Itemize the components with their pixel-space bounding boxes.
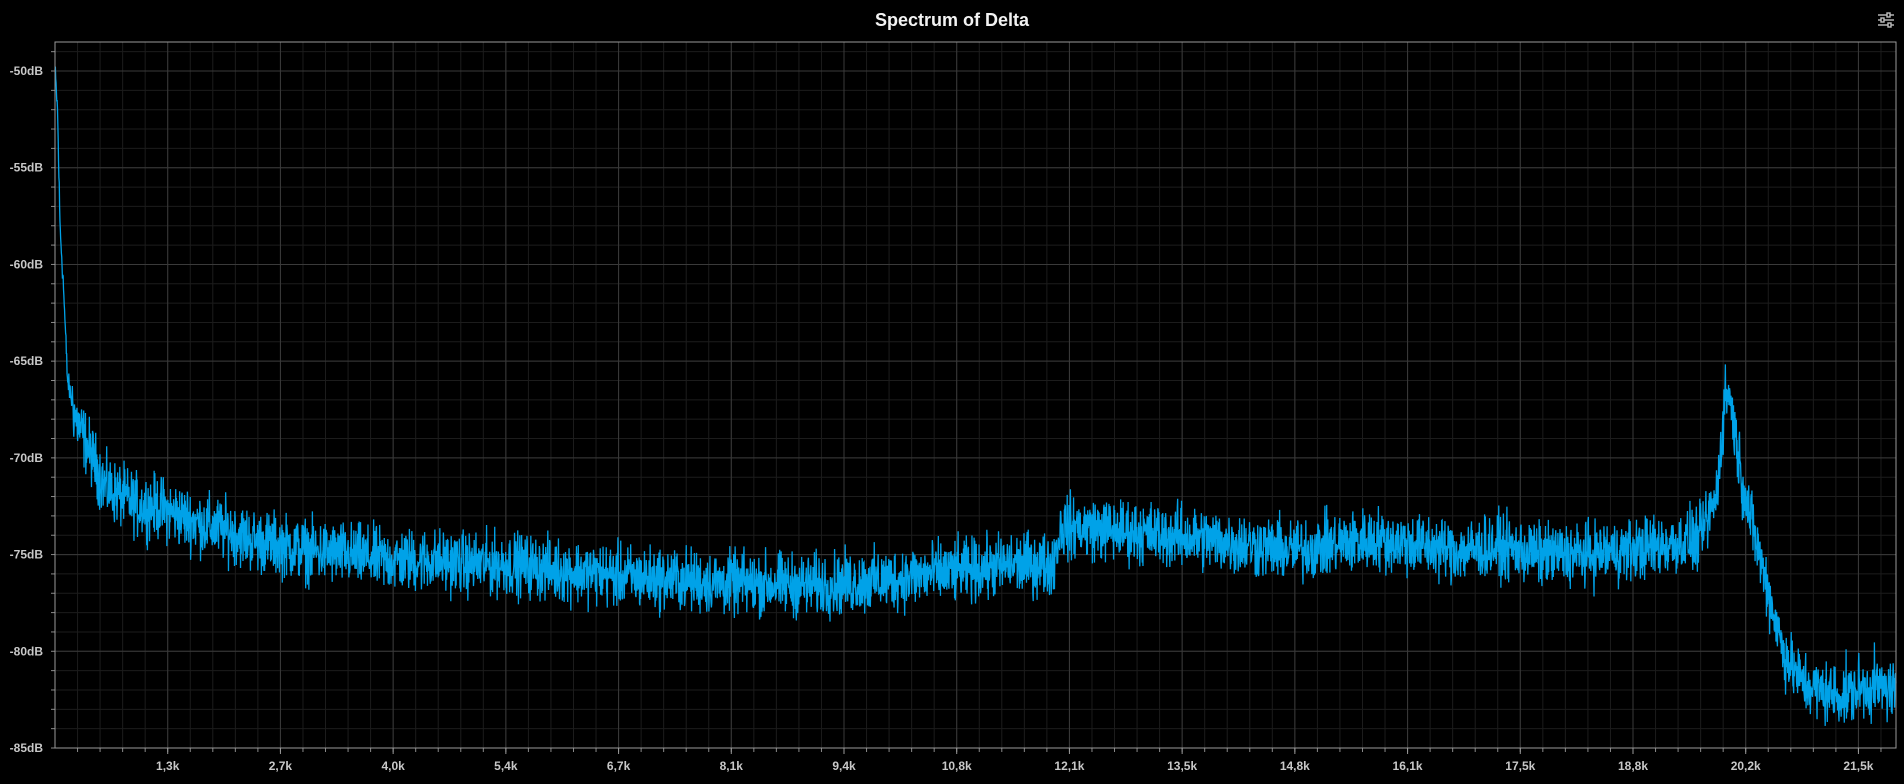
spectrum-series-line (54, 66, 1897, 726)
x-tick-label: 13,5k (1167, 759, 1197, 773)
x-tick-label: 14,8k (1280, 759, 1310, 773)
major-grid (55, 42, 1896, 749)
x-tick-label: 12,1k (1054, 759, 1084, 773)
x-tick-label: 21,5k (1843, 759, 1873, 773)
x-tick-label: 8,1k (720, 759, 744, 773)
x-tick-label: 9,4k (832, 759, 856, 773)
x-tick-label: 4,0k (381, 759, 405, 773)
x-tick-label: 6,7k (607, 759, 631, 773)
y-tick-label: -60dB (10, 257, 44, 271)
plot-frame (54, 41, 1897, 749)
x-tick-label: 10,8k (942, 759, 972, 773)
x-axis: 1,3k 2,7k 4,0k 5,4k 6,7k 8,1k 9,4k 10,8k 12,1k 13… (77, 748, 1882, 773)
x-tick-label: 16,1k (1393, 759, 1423, 773)
x-tick-label: 2,7k (269, 759, 293, 773)
x-tick-label: 1,3k (156, 759, 180, 773)
chart-title: Spectrum of Delta (874, 10, 1030, 30)
x-tick-label: 5,4k (494, 759, 518, 773)
minor-grid (55, 42, 1896, 749)
y-tick-label: -55dB (10, 161, 44, 175)
sliders-icon[interactable] (1876, 10, 1896, 30)
x-tick-label: 20,2k (1731, 759, 1761, 773)
y-tick-label: -85dB (10, 741, 44, 755)
y-tick-label: -50dB (10, 64, 44, 78)
x-tick-label: 18,8k (1618, 759, 1648, 773)
y-axis: -50dB -55dB -60dB -65dB -70dB -75dB -80dB -85dB (10, 51, 55, 755)
y-tick-label: -65dB (10, 354, 44, 368)
y-tick-label: -70dB (10, 451, 44, 465)
y-tick-label: -80dB (10, 644, 44, 658)
x-tick-label: 17,5k (1505, 759, 1535, 773)
y-tick-label: -75dB (10, 548, 44, 562)
